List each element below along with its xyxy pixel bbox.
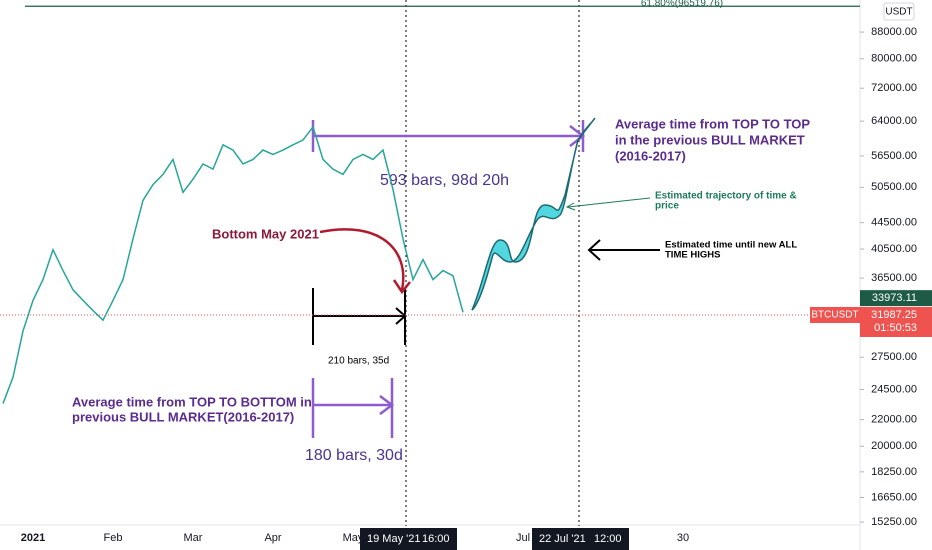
y-tick-label: 36500.00 [871,272,917,284]
annotation: 593 bars, 98d 20h [380,172,509,189]
y-tick-label: 50500.00 [871,181,917,193]
y-tick-label: 22000.00 [871,414,917,426]
y-tick-label: 40500.00 [871,243,917,255]
annotation: 210 bars, 35d [328,356,389,367]
annotation: price [655,201,679,212]
trajectory-pointer [567,197,651,208]
annotation: Average time from TOP TO BOTTOM in [72,394,312,409]
prev-measure [311,378,395,438]
x-tick-label: Feb [104,532,123,544]
x-tick-label: 2021 [21,532,45,544]
trajectory [471,117,596,311]
y-tick-label: 24500.00 [871,383,917,395]
countdown: 01:50:53 [874,322,917,334]
bottom-arrow [319,228,405,291]
y-tick-label: 15250.00 [871,516,917,528]
y-tick-label: 18250.00 [871,466,917,478]
price-axis [860,0,932,550]
symbol-price: 31987.25 [871,309,917,321]
last-price: 33973.11 [872,292,917,304]
annotation: in the previous BULL MARKET [615,132,805,147]
y-tick-label: 20000.00 [871,440,917,452]
y-tick-label: 80000.00 [871,53,917,65]
x-tick-label: 30 [677,532,689,544]
x-tick-label: Mar [184,532,203,544]
y-tick-label: 44500.00 [871,217,917,229]
x-tick-label: May [343,532,364,544]
y-tick-label: 72000.00 [871,82,917,94]
price-line [2,125,464,404]
y-tick-label: 16650.00 [871,491,917,503]
y-tick-label: 27500.00 [871,351,917,363]
y-tick-label: 56500.00 [871,150,917,162]
annotation: TIME HIGHS [665,250,720,261]
annotation: previous BULL MARKET(2016-2017) [72,409,294,424]
annotation: Estimated time until new ALL [665,240,797,251]
crosshair-time: 12:00 [594,533,622,545]
currency-badge[interactable] [883,2,915,21]
x-tick-label: Apr [264,532,281,544]
symbol-name-tag [810,306,860,323]
y-tick-label: 64000.00 [871,115,917,127]
symbol-price-tag [860,306,932,337]
currency: USDT [885,7,912,18]
symbol-name: BTCUSDT [811,310,858,321]
annotation: (2016-2017) [615,148,686,163]
crosshair-box [360,528,457,550]
annotation: Bottom May 2021 [212,226,319,241]
crosshair-date: 19 May '21 [367,533,420,545]
crosshair-date: 22 Jul '21 [539,533,586,545]
x-tick-label: Jul [516,532,530,544]
crosshair-box [532,528,629,550]
y-tick-label: 88000.00 [871,26,917,38]
bottom-arrow-head [392,279,411,295]
top-measure [311,120,586,152]
ath-arrow-head [587,239,601,261]
fib-label: 61.80%(96519.76) [641,0,723,9]
bottom-measure [312,288,407,345]
crosshair-time: 16:00 [422,533,450,545]
annotation: Estimated trajectory of time & [655,191,797,202]
trajectory-pointer-head [565,202,576,211]
annotation: Average time from TOP TO TOP [615,116,810,131]
last-price-tag [860,290,932,307]
annotation: 180 bars, 30d [305,447,403,464]
